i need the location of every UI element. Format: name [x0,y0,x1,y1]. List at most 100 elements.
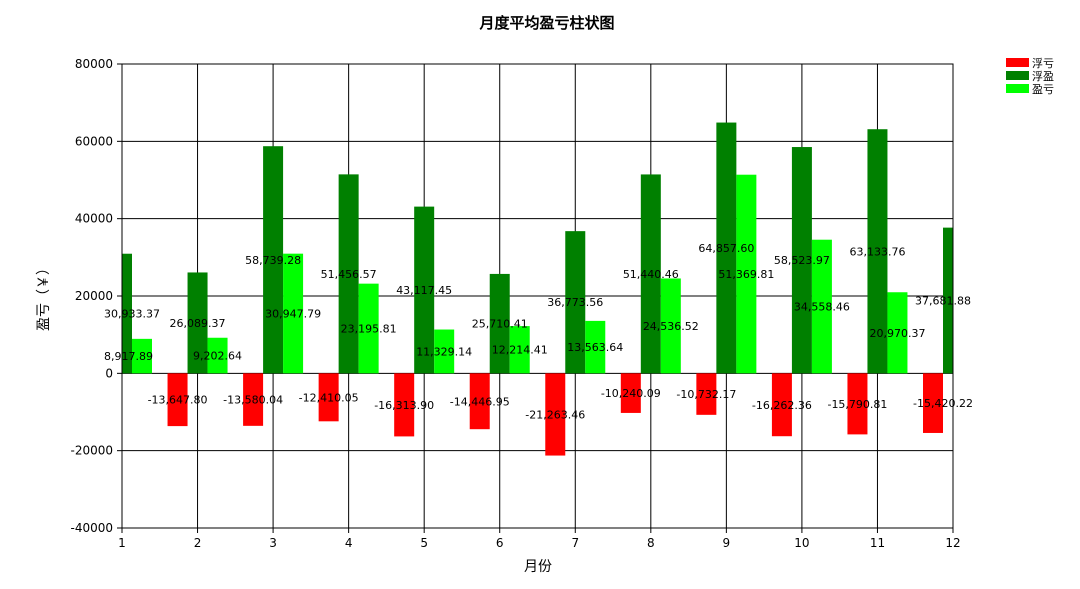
data-label: 13,563.64 [567,341,623,354]
bar-浮盈-2 [187,272,208,374]
x-tick-label: 3 [269,536,277,550]
y-tick-label: 20000 [75,289,113,303]
bar-盈亏-10 [811,239,832,374]
bar-盈亏-11 [887,292,908,374]
data-label: 51,440.46 [623,268,679,281]
x-tick-label: 7 [571,536,579,550]
x-tick-label: 11 [870,536,885,550]
data-label: 12,214.41 [492,344,548,357]
data-label: 24,536.52 [643,320,699,333]
data-label: 58,523.97 [774,254,830,267]
y-axis-label: 盈亏（￥） [36,261,52,331]
y-tick-label: -40000 [70,521,113,535]
data-label: 36,773.56 [547,296,603,309]
data-label: 64,857.60 [698,242,754,255]
y-tick-label: 80000 [75,57,113,71]
data-label: -10,240.09 [601,387,661,400]
bar-浮亏-12 [923,373,943,433]
bar-浮亏-5 [394,373,415,437]
bar-盈亏-4 [358,283,379,374]
bar-浮亏-7 [545,373,566,456]
y-tick-label: -20000 [70,444,113,458]
data-label: -13,647.80 [148,394,208,407]
data-label: -16,313.90 [374,399,434,412]
chart-title: 月度平均盈亏柱状图 [478,14,614,32]
x-tick-label: 8 [647,536,655,550]
data-label: 43,117.45 [396,284,452,297]
x-tick-label: 12 [945,536,960,550]
data-label: 30,947.79 [265,308,321,321]
x-axis-label: 月份 [524,559,552,575]
bar-盈亏-1 [132,338,152,374]
data-label: 37,681.88 [915,294,971,307]
data-label: -12,410.05 [299,391,359,404]
bar-浮亏-3 [243,373,264,426]
data-label: 30,933.37 [104,308,160,321]
bar-浮亏-8 [620,373,641,413]
data-label: 8,917.89 [104,350,153,363]
bar-盈亏-5 [434,329,455,374]
legend-label: 盈亏 [1032,83,1054,96]
bar-浮盈-10 [791,147,812,374]
bar-盈亏-8 [660,278,681,374]
bar-浮盈-4 [338,174,359,374]
bar-盈亏-6 [509,326,530,374]
data-label: 51,456.57 [321,268,377,281]
x-tick-label: 6 [496,536,504,550]
data-labels: -13,647.80 -13,580.04 -12,410.05 -16,313.90… [104,242,973,422]
bar-浮盈-9 [716,122,737,374]
bar-浮盈-1 [122,253,132,374]
x-tick-label: 5 [420,536,428,550]
bar-浮盈-6 [489,273,510,374]
data-label: -16,262.36 [752,399,812,412]
data-label: -10,732.17 [676,388,736,401]
bars [122,122,953,456]
data-label: -15,790.81 [827,398,887,411]
bar-浮亏-10 [771,373,792,437]
data-label: 26,089.37 [170,317,226,330]
legend-swatch [1006,84,1029,93]
x-tick-label: 4 [345,536,353,550]
data-label: -14,446.95 [450,395,510,408]
y-tick-label: 0 [105,366,113,380]
bar-浮盈-3 [263,146,284,374]
bar-浮盈-5 [414,206,435,374]
plot-frame [121,63,954,529]
data-label: 20,970.37 [869,327,925,340]
bar-浮亏-9 [696,373,717,415]
data-label: -15,420.22 [913,397,973,410]
bar-浮盈-12 [943,227,953,374]
x-tick-label: 10 [794,536,809,550]
legend-label: 浮盈 [1032,70,1054,83]
data-label: 25,710.41 [472,318,528,331]
bar-盈亏-7 [585,320,606,374]
bar-盈亏-2 [207,337,228,374]
x-tick-label: 1 [118,536,126,550]
y-tick-label: 40000 [75,212,113,226]
bar-浮亏-4 [318,373,339,422]
data-label: 11,329.14 [416,345,472,358]
data-label: 51,369.81 [718,268,774,281]
bar-浮亏-11 [847,373,868,435]
bar-浮盈-8 [640,174,661,374]
bar-浮盈-11 [867,129,888,374]
data-label: 34,558.46 [794,301,850,314]
bar-浮盈-7 [565,231,586,374]
bar-浮亏-6 [469,373,490,430]
data-label: -21,263.46 [525,408,585,421]
legend-swatch [1006,58,1029,67]
data-label: 23,195.81 [341,322,397,335]
y-tick-label: 60000 [75,134,113,148]
data-label: 58,739.28 [245,254,301,267]
bar-盈亏-3 [283,253,304,374]
x-tick-label: 9 [723,536,731,550]
bar-浮亏-2 [167,373,188,427]
bar-盈亏-9 [736,174,757,374]
data-label: 9,202.64 [193,350,242,363]
legend-label: 浮亏 [1032,57,1054,70]
x-tick-label: 2 [194,536,202,550]
